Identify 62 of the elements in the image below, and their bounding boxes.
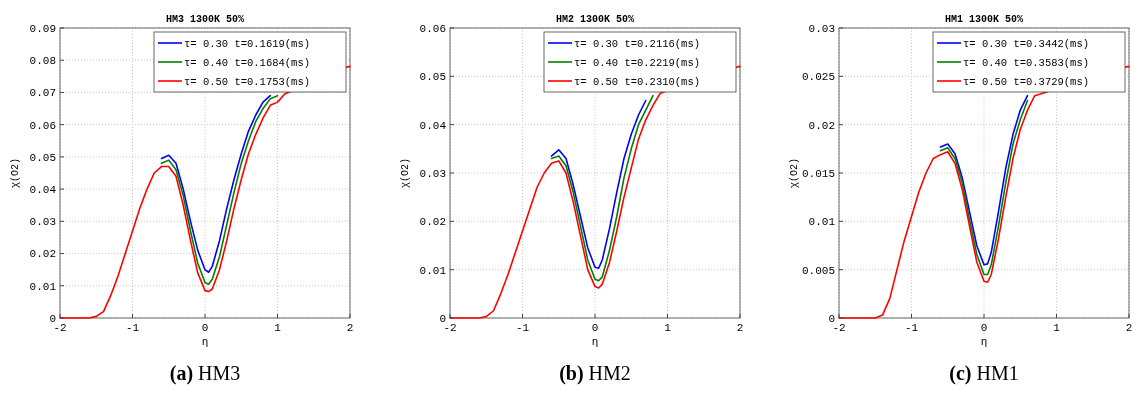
y-tick-label: 0.02 — [29, 248, 56, 261]
y-tick-label: 0.06 — [29, 119, 56, 132]
line-series — [550, 94, 654, 282]
x-tick-label: 1 — [1053, 322, 1061, 334]
x-axis-title: η — [591, 336, 599, 348]
y-tick-label: 0.04 — [29, 183, 57, 196]
y-tick-label: 0.08 — [29, 55, 56, 68]
legend-label: τ= 0.40 t=0.2219(ms) — [574, 56, 701, 69]
x-tick-label: -2 — [443, 322, 457, 334]
x-tick-label: 2 — [1125, 322, 1133, 334]
y-tick-label: 0 — [828, 312, 835, 325]
y-axis-title: χ(O2) — [400, 157, 411, 189]
legend-label: τ= 0.30 t=0.1619(ms) — [184, 37, 311, 50]
text: (a) HM3 — [169, 362, 241, 385]
legend-label: τ= 0.30 t=0.2116(ms) — [574, 37, 701, 50]
y-tick-label: 0.06 — [419, 22, 446, 35]
x-axis-title: η — [201, 336, 209, 348]
x-tick-label: -2 — [832, 322, 846, 334]
y-tick-label: 0 — [49, 312, 56, 325]
y-tick-label: 0.05 — [419, 71, 446, 84]
text: (c) HM1 — [949, 362, 1019, 385]
x-axis-title: η — [980, 336, 988, 348]
line-series — [550, 99, 647, 270]
x-tick-label: -2 — [53, 322, 67, 334]
legend-label: τ= 0.50 t=0.3729(ms) — [963, 75, 1090, 88]
y-tick-label: 0.02 — [808, 119, 835, 132]
y-axis-title: χ(O2) — [789, 157, 800, 189]
x-tick-label: 1 — [664, 322, 672, 334]
y-tick-label: 0.04 — [419, 119, 447, 132]
y-tick-label: 0.01 — [29, 280, 57, 293]
x-tick-label: 2 — [346, 322, 354, 334]
y-tick-label: 0.01 — [419, 264, 447, 277]
y-tick-label: 0.025 — [801, 71, 835, 84]
x-tick-label: -1 — [515, 322, 530, 334]
legend-label: τ= 0.50 t=0.1753(ms) — [184, 75, 311, 88]
y-axis-title: χ(O2) — [10, 157, 21, 189]
legend-label: τ= 0.40 t=0.1684(ms) — [184, 56, 311, 69]
y-tick-label: 0.005 — [801, 264, 835, 277]
y-tick-label: 0.03 — [419, 167, 446, 180]
y-tick-label: 0 — [439, 312, 446, 325]
x-tick-label: 0 — [591, 322, 599, 334]
y-tick-label: 0.03 — [29, 216, 56, 229]
legend-label: τ= 0.30 t=0.3442(ms) — [963, 37, 1090, 50]
x-tick-label: 0 — [980, 322, 988, 334]
y-tick-label: 0.07 — [29, 87, 56, 100]
chart-title: HM3 1300K 50% — [165, 14, 245, 25]
x-tick-label: -1 — [125, 322, 140, 334]
y-tick-label: 0.05 — [29, 151, 56, 164]
y-tick-label: 0.01 — [808, 216, 836, 229]
x-tick-label: 2 — [736, 322, 744, 334]
x-tick-label: 1 — [274, 322, 282, 334]
legend-label: τ= 0.40 t=0.3583(ms) — [963, 56, 1090, 69]
text: (b) HM2 — [559, 362, 631, 385]
x-tick-label: -1 — [904, 322, 919, 334]
chart-title: HM2 1300K 50% — [555, 14, 635, 25]
y-tick-label: 0.02 — [419, 216, 446, 229]
y-tick-label: 0.015 — [801, 167, 835, 180]
legend-label: τ= 0.50 t=0.2310(ms) — [574, 75, 701, 88]
y-tick-label: 0.09 — [29, 22, 56, 35]
chart-title: HM1 1300K 50% — [944, 14, 1024, 25]
y-tick-label: 0.03 — [808, 22, 835, 35]
x-tick-label: 0 — [201, 322, 209, 334]
